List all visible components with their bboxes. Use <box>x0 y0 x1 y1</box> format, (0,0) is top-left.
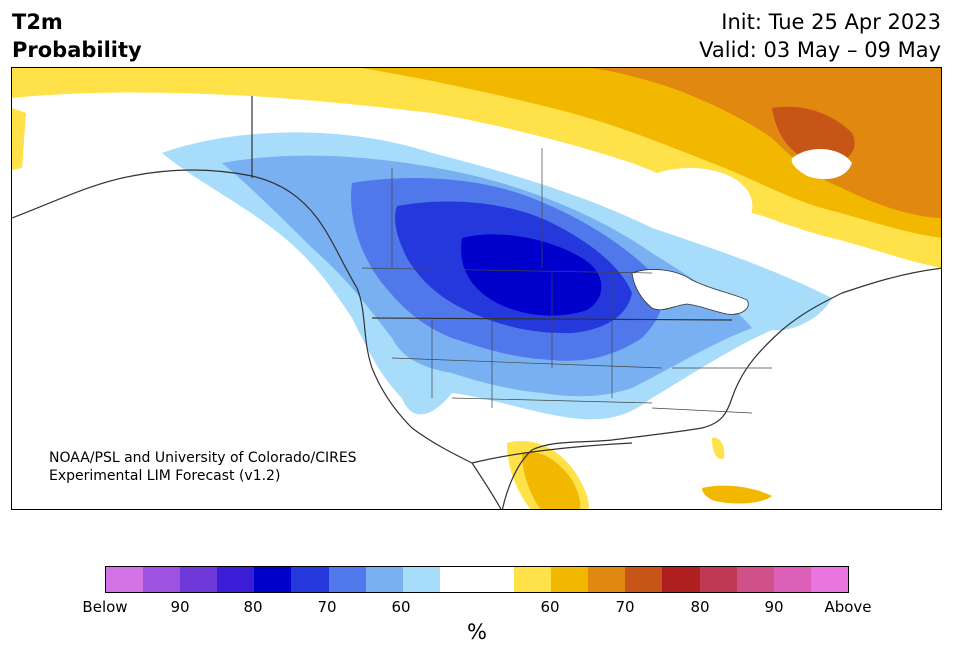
warm-80-north <box>592 68 941 218</box>
map-svg <box>12 68 941 509</box>
colorbar-segment <box>439 567 477 592</box>
credit-annotation: NOAA/PSL and University of Colorado/CIRE… <box>49 449 357 485</box>
gulf-of-mexico <box>532 439 757 509</box>
colorbar-segment <box>180 567 218 592</box>
cold-core-region <box>461 234 602 316</box>
credit-line-1: NOAA/PSL and University of Colorado/CIRE… <box>49 450 357 466</box>
colorbar-segment <box>662 567 700 592</box>
colorbar-segment <box>588 567 626 592</box>
colorbar-tick-label: Above <box>824 598 872 616</box>
colorbar-tick-label: 90 <box>764 598 784 616</box>
warm-70-mexico <box>522 452 581 509</box>
state-borders <box>361 148 772 414</box>
colorbar-segment <box>254 567 292 592</box>
valid-date: Valid: 03 May – 09 May <box>699 38 941 62</box>
warm-90-north <box>772 106 855 164</box>
colorbar-segment <box>625 567 663 592</box>
labrador-sea <box>791 148 852 180</box>
colorbar-segment <box>773 567 811 592</box>
colorbar-segment <box>328 567 366 592</box>
title-kind: Probability <box>12 38 142 62</box>
colorbar-segment <box>514 567 552 592</box>
colorbar-tick-label: 70 <box>317 598 337 616</box>
colorbar-segment <box>476 567 515 592</box>
colorbar-segment <box>106 567 144 592</box>
colorbar-tick-label: Below <box>82 598 128 616</box>
colorbar-segment <box>810 567 848 592</box>
colorbar-segment <box>551 567 589 592</box>
colorbar-segment <box>217 567 255 592</box>
colorbar-segment <box>291 567 329 592</box>
hudson-bay <box>630 168 753 238</box>
colorbar-segment <box>143 567 181 592</box>
colorbar-segment <box>402 567 440 592</box>
init-date: Init: Tue 25 Apr 2023 <box>721 10 941 34</box>
colorbar-segment <box>736 567 774 592</box>
colorbar-tick-label: 80 <box>243 598 263 616</box>
forecast-dates: Init: Tue 25 Apr 2023 Valid: 03 May – 09… <box>699 8 941 64</box>
warm-west-edge <box>12 108 26 170</box>
chart-title: T2m Probability <box>12 8 142 64</box>
colorbar-tick-label: 60 <box>391 598 411 616</box>
colorbar-tick-label: 60 <box>540 598 560 616</box>
colorbar <box>105 566 849 593</box>
credit-line-2: Experimental LIM Forecast (v1.2) <box>49 468 281 484</box>
warm-florida <box>712 437 725 460</box>
colorbar-tick-label: 80 <box>690 598 710 616</box>
colorbar-segment <box>365 567 403 592</box>
map-panel <box>11 67 942 510</box>
colorbar-tick-label: 70 <box>615 598 635 616</box>
title-variable: T2m <box>12 10 63 34</box>
great-lakes <box>631 269 749 315</box>
colorbar-segment <box>699 567 737 592</box>
warm-60-caribbean <box>702 485 772 504</box>
colorbar-tick-label: 90 <box>170 598 190 616</box>
colorbar-units: % <box>467 620 487 644</box>
